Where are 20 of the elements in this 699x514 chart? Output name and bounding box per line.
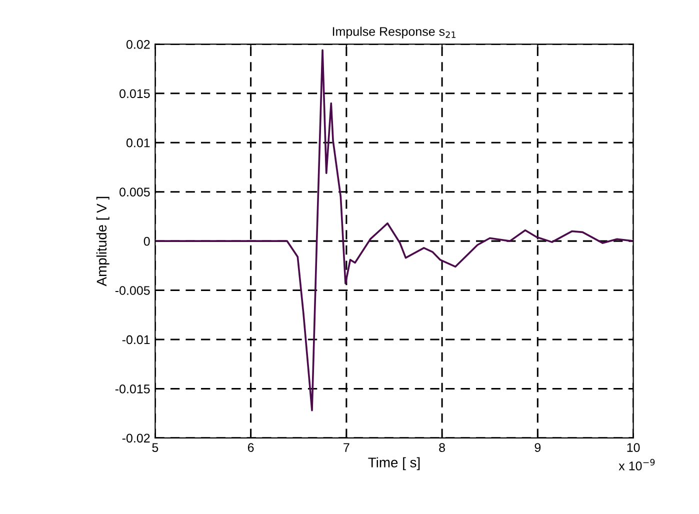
chart-title: Impulse Response s$_{21}$ [332, 26, 456, 38]
x-tick-label: 9 [534, 443, 541, 452]
y-tick-label: -0.02 [122, 434, 150, 443]
line-series [155, 49, 634, 412]
y-tick-label: 0.02 [126, 40, 150, 49]
x-tick-label: 10 [627, 443, 640, 452]
text: x 10$^{−9}$ [618, 458, 655, 470]
y-tick-label: 0 [144, 236, 150, 246]
y-tick-label: -0.005 [115, 286, 150, 295]
x-tick-label: 7 [344, 443, 350, 452]
y-tick-label: -0.01 [122, 335, 150, 344]
x-tick-label: 6 [248, 443, 254, 452]
y-axis-title: Amplitude [ V ] [96, 196, 110, 286]
x-tick-label: 8 [439, 443, 445, 452]
y-tick-label: 0.005 [120, 188, 150, 197]
y-tick-label: -0.015 [115, 384, 150, 394]
y-tick-label: 0.01 [126, 138, 150, 148]
y-tick-label: 0.015 [120, 89, 150, 98]
x-axis-title: Time [ s] [368, 457, 420, 470]
x-tick-label: 5 [152, 443, 158, 452]
